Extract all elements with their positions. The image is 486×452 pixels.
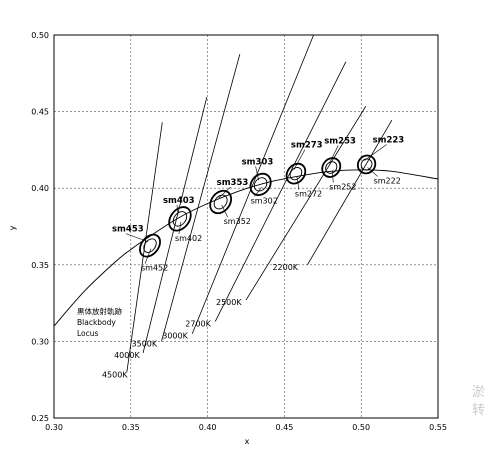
- inner-ellipse-label: sm352: [224, 217, 251, 226]
- outer-leader-line: [125, 233, 149, 242]
- inner-ellipse-label: sm272: [295, 190, 322, 199]
- cct-label: 4500K: [102, 370, 128, 379]
- x-tick-label: 0.35: [122, 423, 140, 432]
- ellipse-inner: [253, 177, 268, 192]
- isotemperature-line: [126, 122, 163, 372]
- inner-ellipse-label: sm302: [251, 196, 278, 205]
- grid-layer: [54, 35, 438, 418]
- ellipse-inner: [213, 194, 228, 210]
- y-tick-label: 0.50: [31, 31, 49, 40]
- outer-ellipse-label: sm453: [112, 225, 144, 235]
- ellipse-outer: [356, 154, 377, 175]
- ellipse-outer: [249, 172, 272, 196]
- x-tick-label: 0.45: [275, 423, 293, 432]
- outer-ellipse-label: sm273: [291, 141, 323, 151]
- inner-ellipse-label: sm402: [175, 234, 202, 243]
- inner-ellipse-label: sm222: [374, 176, 401, 185]
- y-tick-label: 0.25: [31, 414, 49, 423]
- inner-leader-line: [296, 176, 300, 190]
- cct-label: 3000K: [162, 332, 188, 341]
- cct-label: 2200K: [272, 263, 298, 272]
- ellipse-inner: [360, 158, 373, 171]
- watermark-char-2: 转: [472, 403, 485, 418]
- axis-layer: 0.30 0.35 0.40 0.45 0.50 0.550.250.300.350.40…: [31, 31, 447, 432]
- ellipse-inner: [289, 167, 303, 181]
- ellipse-outer: [321, 157, 342, 178]
- y-tick-label: 0.35: [31, 261, 49, 270]
- x-tick-label: 0.30: [45, 423, 63, 432]
- outer-ellipse-label: sm223: [373, 135, 405, 145]
- x-tick-label: 0.50: [352, 423, 370, 432]
- outer-leader-line: [218, 186, 231, 199]
- inner-ellipse-label: sm452: [141, 264, 168, 273]
- y-tick-label: 0.30: [31, 337, 49, 346]
- outer-leader-line: [255, 166, 259, 181]
- watermark-char-1: 淤: [472, 385, 485, 400]
- isotemperature-line: [307, 119, 393, 266]
- isotemperature-line: [161, 54, 241, 342]
- cct-label: 2500K: [216, 298, 242, 307]
- locus-label-en1: Blackbody: [77, 318, 116, 327]
- inner-leader-line: [221, 204, 228, 218]
- blackbody-locus-curve: [53, 169, 439, 327]
- y-tick-label: 0.40: [31, 184, 49, 193]
- label-layer: 4500K 4000K 3500K 3000K 2700K 2500K 2200K sm453…: [102, 135, 404, 379]
- ellipse-outer: [285, 162, 307, 185]
- outer-leader-line: [293, 149, 306, 170]
- locus-label-en2: Locus: [77, 329, 99, 338]
- outer-leader-line: [328, 145, 339, 164]
- x-axis-title: x: [245, 437, 250, 446]
- ellipse-outer: [209, 189, 233, 215]
- inner-leader-line: [144, 248, 152, 264]
- ellipse-inner: [325, 161, 338, 174]
- cct-label: 3500K: [132, 339, 158, 348]
- ellipse-inner: [143, 238, 157, 253]
- outer-ellipse-label: sm403: [163, 196, 195, 206]
- plot-frame: [53, 34, 439, 419]
- isotemperature-line: [191, 34, 314, 334]
- y-axis-title: y: [8, 225, 17, 230]
- inner-leader-line: [254, 187, 262, 197]
- outer-leader-line: [176, 204, 179, 215]
- inner-leader-line: [331, 170, 334, 183]
- inner-leader-line: [178, 221, 182, 234]
- ellipse-inner: [172, 211, 188, 227]
- cct-label: 2700K: [185, 319, 211, 328]
- x-tick-label: 0.40: [199, 423, 217, 432]
- y-tick-label: 0.45: [31, 108, 49, 117]
- outer-ellipse-label: sm303: [242, 157, 274, 167]
- inner-ellipse-label: sm252: [329, 183, 356, 192]
- outer-ellipse-label: sm353: [217, 178, 249, 188]
- isotemperature-line: [214, 61, 347, 322]
- ellipse-outer: [139, 233, 161, 258]
- data-layer: [53, 34, 439, 372]
- outer-leader-line: [364, 144, 387, 161]
- cct-label: 4000K: [114, 351, 140, 360]
- x-tick-label: 0.55: [429, 423, 447, 432]
- ellipse-outer: [168, 206, 192, 232]
- isotemperature-line: [245, 106, 367, 301]
- inner-leader-line: [367, 167, 378, 177]
- outer-ellipse-label: sm253: [324, 137, 356, 147]
- locus-label-jp: 黒体放射軌跡: [77, 306, 122, 316]
